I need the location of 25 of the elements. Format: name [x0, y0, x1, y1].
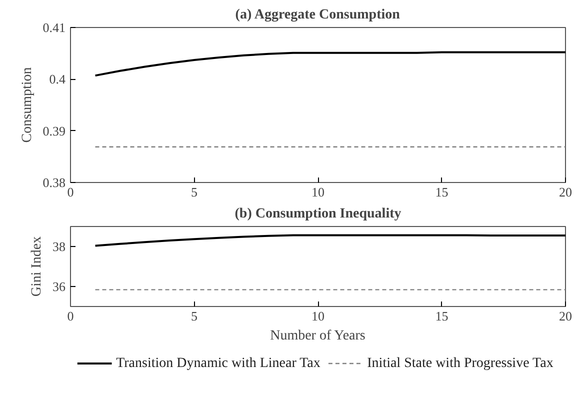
x-tick-label: 20 — [559, 308, 572, 324]
legend-label: Initial State with Progressive Tax — [367, 356, 554, 371]
y-tick-label: 0.41 — [42, 20, 66, 35]
y-tick-label: 0.4 — [49, 72, 66, 87]
x-tick-label: 10 — [312, 308, 324, 324]
legend-label: Transition Dynamic with Linear Tax — [116, 356, 320, 371]
x-tick-label: 0 — [67, 184, 74, 200]
x-tick-label: 0 — [67, 308, 74, 324]
y-axis-title: Gini Index — [30, 236, 44, 297]
chart-title: (b) Consumption Inequality — [234, 206, 402, 222]
x-tick-label: 10 — [312, 184, 324, 200]
line-series — [94, 51, 566, 77]
y-tick-label: 38 — [52, 239, 66, 254]
y-axis-title: Consumption — [20, 67, 35, 143]
y-tick-label: 0.39 — [42, 123, 66, 138]
line-series — [94, 234, 566, 247]
chart-title: (a) Aggregate Consumption — [235, 8, 400, 22]
y-tick-label: 0.38 — [42, 175, 66, 190]
x-tick-label: 5 — [191, 308, 198, 324]
x-tick-label: 20 — [559, 184, 572, 200]
x-tick-label: 5 — [191, 184, 198, 200]
x-tick-label: 15 — [435, 184, 448, 200]
x-tick-label: 15 — [435, 308, 448, 324]
y-tick-label: 36 — [52, 279, 66, 294]
x-axis-title: Number of Years — [270, 328, 366, 344]
